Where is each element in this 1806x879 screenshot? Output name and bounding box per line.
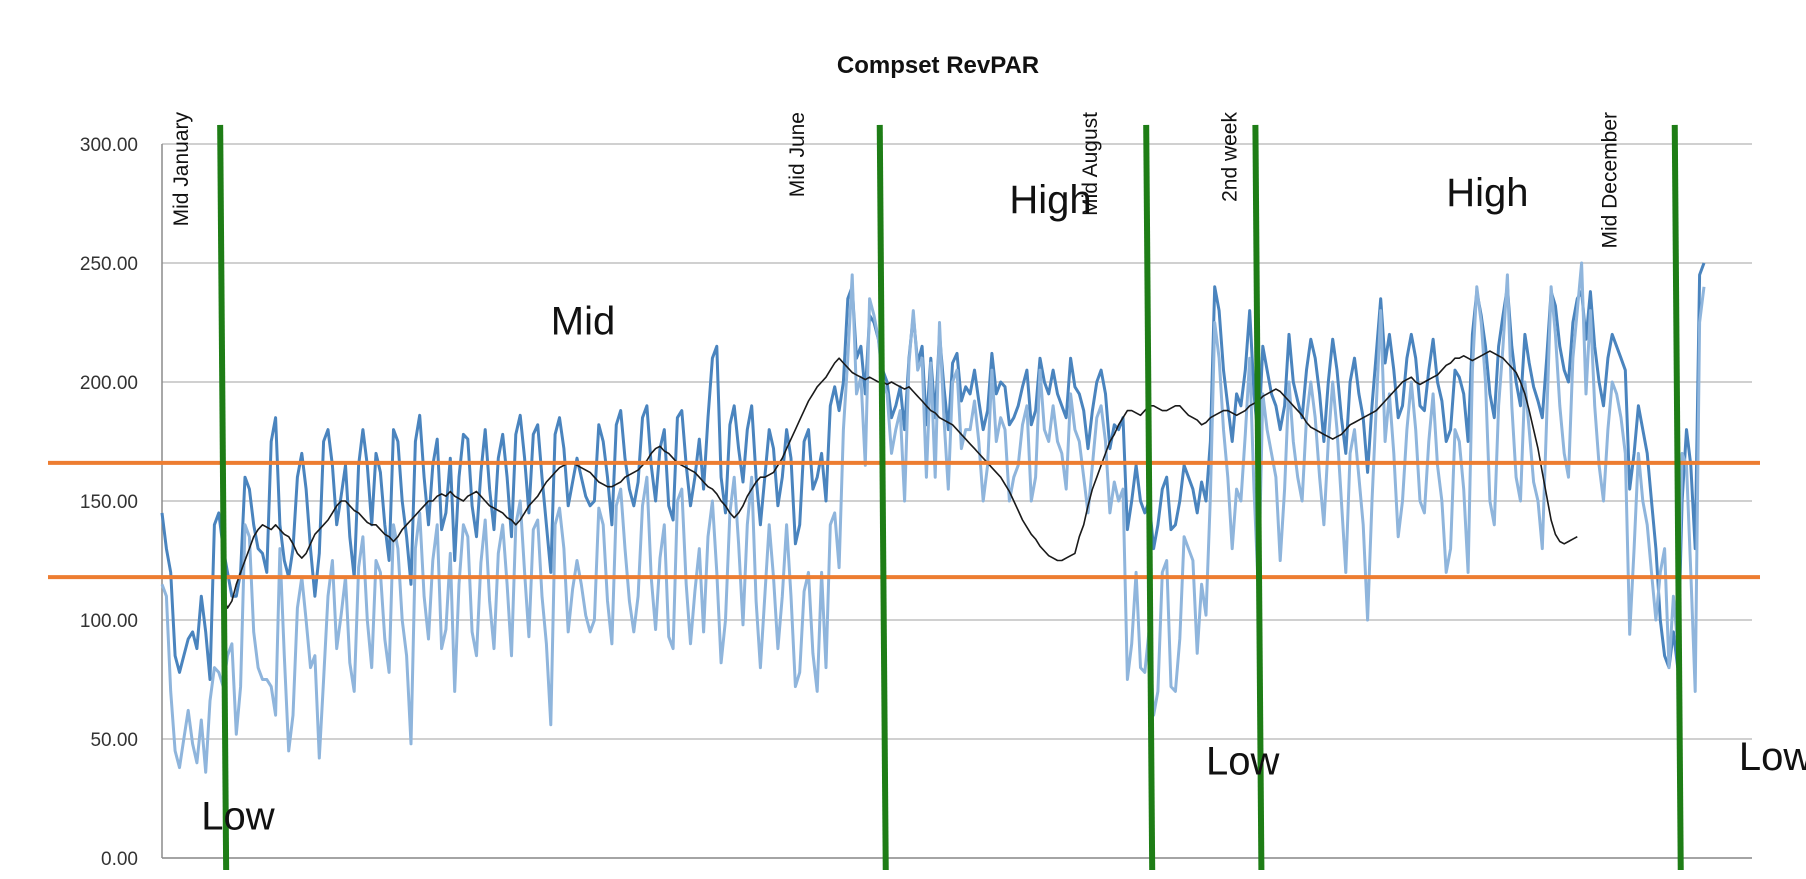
season-label: Mid — [551, 299, 615, 343]
y-tick-label: 0.00 — [101, 849, 138, 870]
period-marker-label: Mid December — [1599, 112, 1622, 249]
axes — [161, 144, 1752, 859]
season-boundary-line — [217, 124, 230, 871]
season-label: Low — [201, 794, 274, 838]
y-tick-label: 300.00 — [80, 135, 138, 156]
trend-line — [222, 350, 1578, 609]
period-markers: Mid January Mid June Mid August 2nd week Mid… — [170, 112, 1621, 249]
season-boundary-line — [1252, 124, 1265, 871]
season-boundary-lines — [217, 124, 1684, 871]
series-lines — [160, 261, 1706, 774]
season-label: Low — [1206, 740, 1279, 784]
series-line-light — [160, 261, 1706, 774]
season-boundary-line — [876, 124, 889, 871]
period-marker-label: Mid June — [786, 112, 809, 197]
season-boundary-line — [1671, 124, 1684, 871]
period-marker-label: Mid January — [170, 112, 193, 227]
y-tick-label: 50.00 — [90, 730, 138, 751]
threshold-lines — [48, 460, 1760, 580]
season-label: High — [1009, 178, 1091, 222]
period-marker-label: 2nd week — [1219, 112, 1242, 202]
y-axis-tick-labels: 0.00 50.00 100.00 150.00 200.00 250.00 300.00 — [80, 135, 138, 870]
y-tick-label: 150.00 — [80, 492, 138, 513]
period-marker-label: Mid August — [1079, 112, 1102, 216]
season-label: High — [1446, 171, 1528, 215]
y-tick-label: 250.00 — [80, 254, 138, 275]
y-tick-label: 100.00 — [80, 611, 138, 632]
chart-title: Compset RevPAR — [837, 52, 1039, 79]
season-boundary-line — [1143, 124, 1156, 871]
season-labels: Low Mid High Low High Low — [201, 171, 1806, 839]
y-tick-label: 200.00 — [80, 373, 138, 394]
season-label: Low — [1739, 735, 1806, 779]
